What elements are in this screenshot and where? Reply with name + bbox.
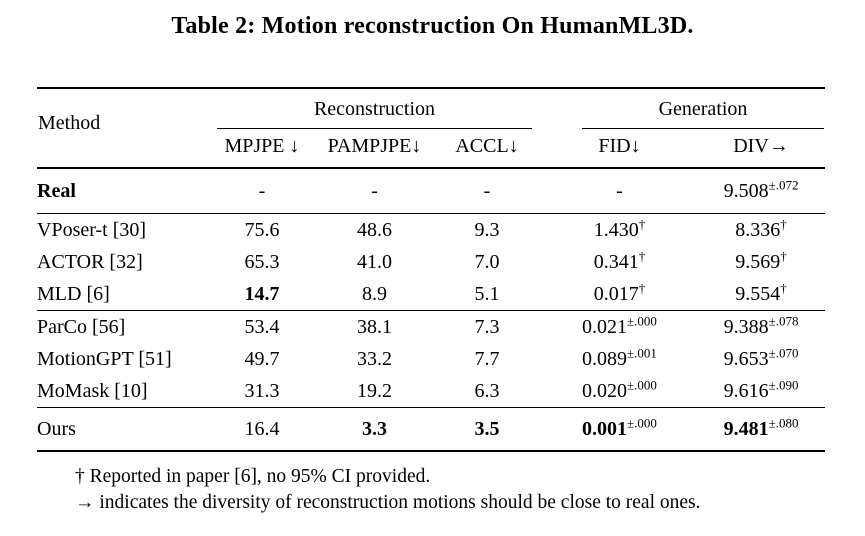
div-cell: 8.336† <box>735 216 787 241</box>
method-cell: VPoser-t [30] <box>37 219 147 241</box>
pampjpe-cell: 48.6 <box>357 219 392 241</box>
footnote-dagger: † Reported in paper [6], no 95% CI provi… <box>75 466 431 487</box>
pampjpe-cell: 3.3 <box>362 418 387 440</box>
table-header: Method Reconstruction Generation MPJPE ↓… <box>37 88 826 168</box>
col-header-method: Method <box>38 112 101 134</box>
mpjpe-cell: 75.6 <box>244 219 280 241</box>
table-row-momask: MoMask [10] 31.3 19.2 6.3 0.020±.000 9.6… <box>37 375 826 408</box>
fid-cell: - <box>616 180 623 202</box>
method-cell: ACTOR [32] <box>37 251 143 273</box>
mpjpe-cell: 49.7 <box>244 348 280 370</box>
pampjpe-cell: 19.2 <box>357 380 392 402</box>
table-row-real: Real - - - - 9.508±.072 <box>37 168 826 214</box>
accl-cell: 7.3 <box>474 316 500 338</box>
table-row-vposer: VPoser-t [30] 75.6 48.6 9.3 1.430† 8.336… <box>37 214 825 247</box>
pampjpe-cell: 41.0 <box>357 251 392 273</box>
fid-cell: 0.001±.000 <box>582 415 657 440</box>
pampjpe-cell: - <box>371 180 378 202</box>
pampjpe-cell: 33.2 <box>357 348 392 370</box>
method-cell: MLD [6] <box>37 283 110 305</box>
table-row-parco: ParCo [56] 53.4 38.1 7.3 0.021±.000 9.38… <box>37 311 825 344</box>
div-cell: 9.388±.078 <box>723 313 799 338</box>
col-header-fid: FID↓ <box>598 135 641 157</box>
results-table-container: Method Reconstruction Generation MPJPE ↓… <box>37 87 826 452</box>
fid-cell: 0.017† <box>593 280 646 305</box>
div-cell: 9.481±.080 <box>723 415 799 440</box>
table-row-motiongpt: MotionGPT [51] 49.7 33.2 7.7 0.089±.001 … <box>37 343 825 375</box>
accl-cell: 5.1 <box>474 283 500 305</box>
fid-cell: 0.020±.000 <box>582 377 657 402</box>
pampjpe-cell: 38.1 <box>357 316 392 338</box>
table-row-mld: MLD [6] 14.7 8.9 5.1 0.017† 9.554† <box>37 278 826 311</box>
group-label-reconstruction: Reconstruction <box>217 98 532 129</box>
method-cell: Ours <box>37 418 76 440</box>
footnote-div-arrow: → indicates the diversity of reconstruct… <box>75 492 701 513</box>
group-label-generation: Generation <box>582 98 825 129</box>
fid-cell: 0.341† <box>593 248 646 273</box>
fid-cell: 1.430† <box>593 216 646 241</box>
col-header-accl: ACCL↓ <box>455 135 519 157</box>
pampjpe-cell: 8.9 <box>362 283 387 305</box>
mpjpe-cell: 65.3 <box>244 251 280 273</box>
col-header-mpjpe: MPJPE ↓ <box>224 135 300 157</box>
method-cell: ParCo [56] <box>37 316 126 338</box>
accl-cell: 6.3 <box>474 380 500 402</box>
fid-cell: 0.089±.001 <box>582 345 657 370</box>
div-cell: 9.616±.090 <box>723 377 799 402</box>
group-header-reconstruction: Reconstruction <box>207 88 542 129</box>
div-cell: 9.508±.072 <box>723 177 799 202</box>
mpjpe-cell: 53.4 <box>244 316 280 338</box>
method-cell: MoMask [10] <box>37 380 148 402</box>
method-cell: MotionGPT [51] <box>37 348 172 370</box>
table-row-actor: ACTOR [32] 65.3 41.0 7.0 0.341† 9.569† <box>37 246 825 278</box>
accl-cell: - <box>483 180 491 202</box>
mpjpe-cell: 16.4 <box>244 418 280 440</box>
accl-cell: 9.3 <box>474 219 500 241</box>
table-footnotes: † Reported in paper [6], no 95% CI provi… <box>75 464 855 516</box>
mpjpe-cell: 14.7 <box>244 283 280 305</box>
table-caption: Table 2: Motion reconstruction On HumanM… <box>171 13 694 39</box>
mpjpe-cell: - <box>258 180 266 202</box>
div-cell: 9.653±.070 <box>723 345 799 370</box>
accl-cell: 7.7 <box>474 348 500 370</box>
mpjpe-cell: 31.3 <box>244 380 280 402</box>
div-cell: 9.569† <box>735 248 787 273</box>
accl-cell: 3.5 <box>474 418 500 440</box>
div-cell: 9.554† <box>735 280 787 305</box>
results-table: Method Reconstruction Generation MPJPE ↓… <box>37 87 826 452</box>
fid-cell: 0.021±.000 <box>582 313 657 338</box>
col-header-div: DIV→ <box>733 135 789 157</box>
method-cell: Real <box>37 180 76 202</box>
accl-cell: 7.0 <box>474 251 500 273</box>
table-row-ours: Ours 16.4 3.3 3.5 0.001±.000 9.481±.080 <box>37 408 825 452</box>
group-header-generation: Generation <box>542 88 825 129</box>
col-header-pampjpe: PAMPJPE↓ <box>327 135 422 157</box>
